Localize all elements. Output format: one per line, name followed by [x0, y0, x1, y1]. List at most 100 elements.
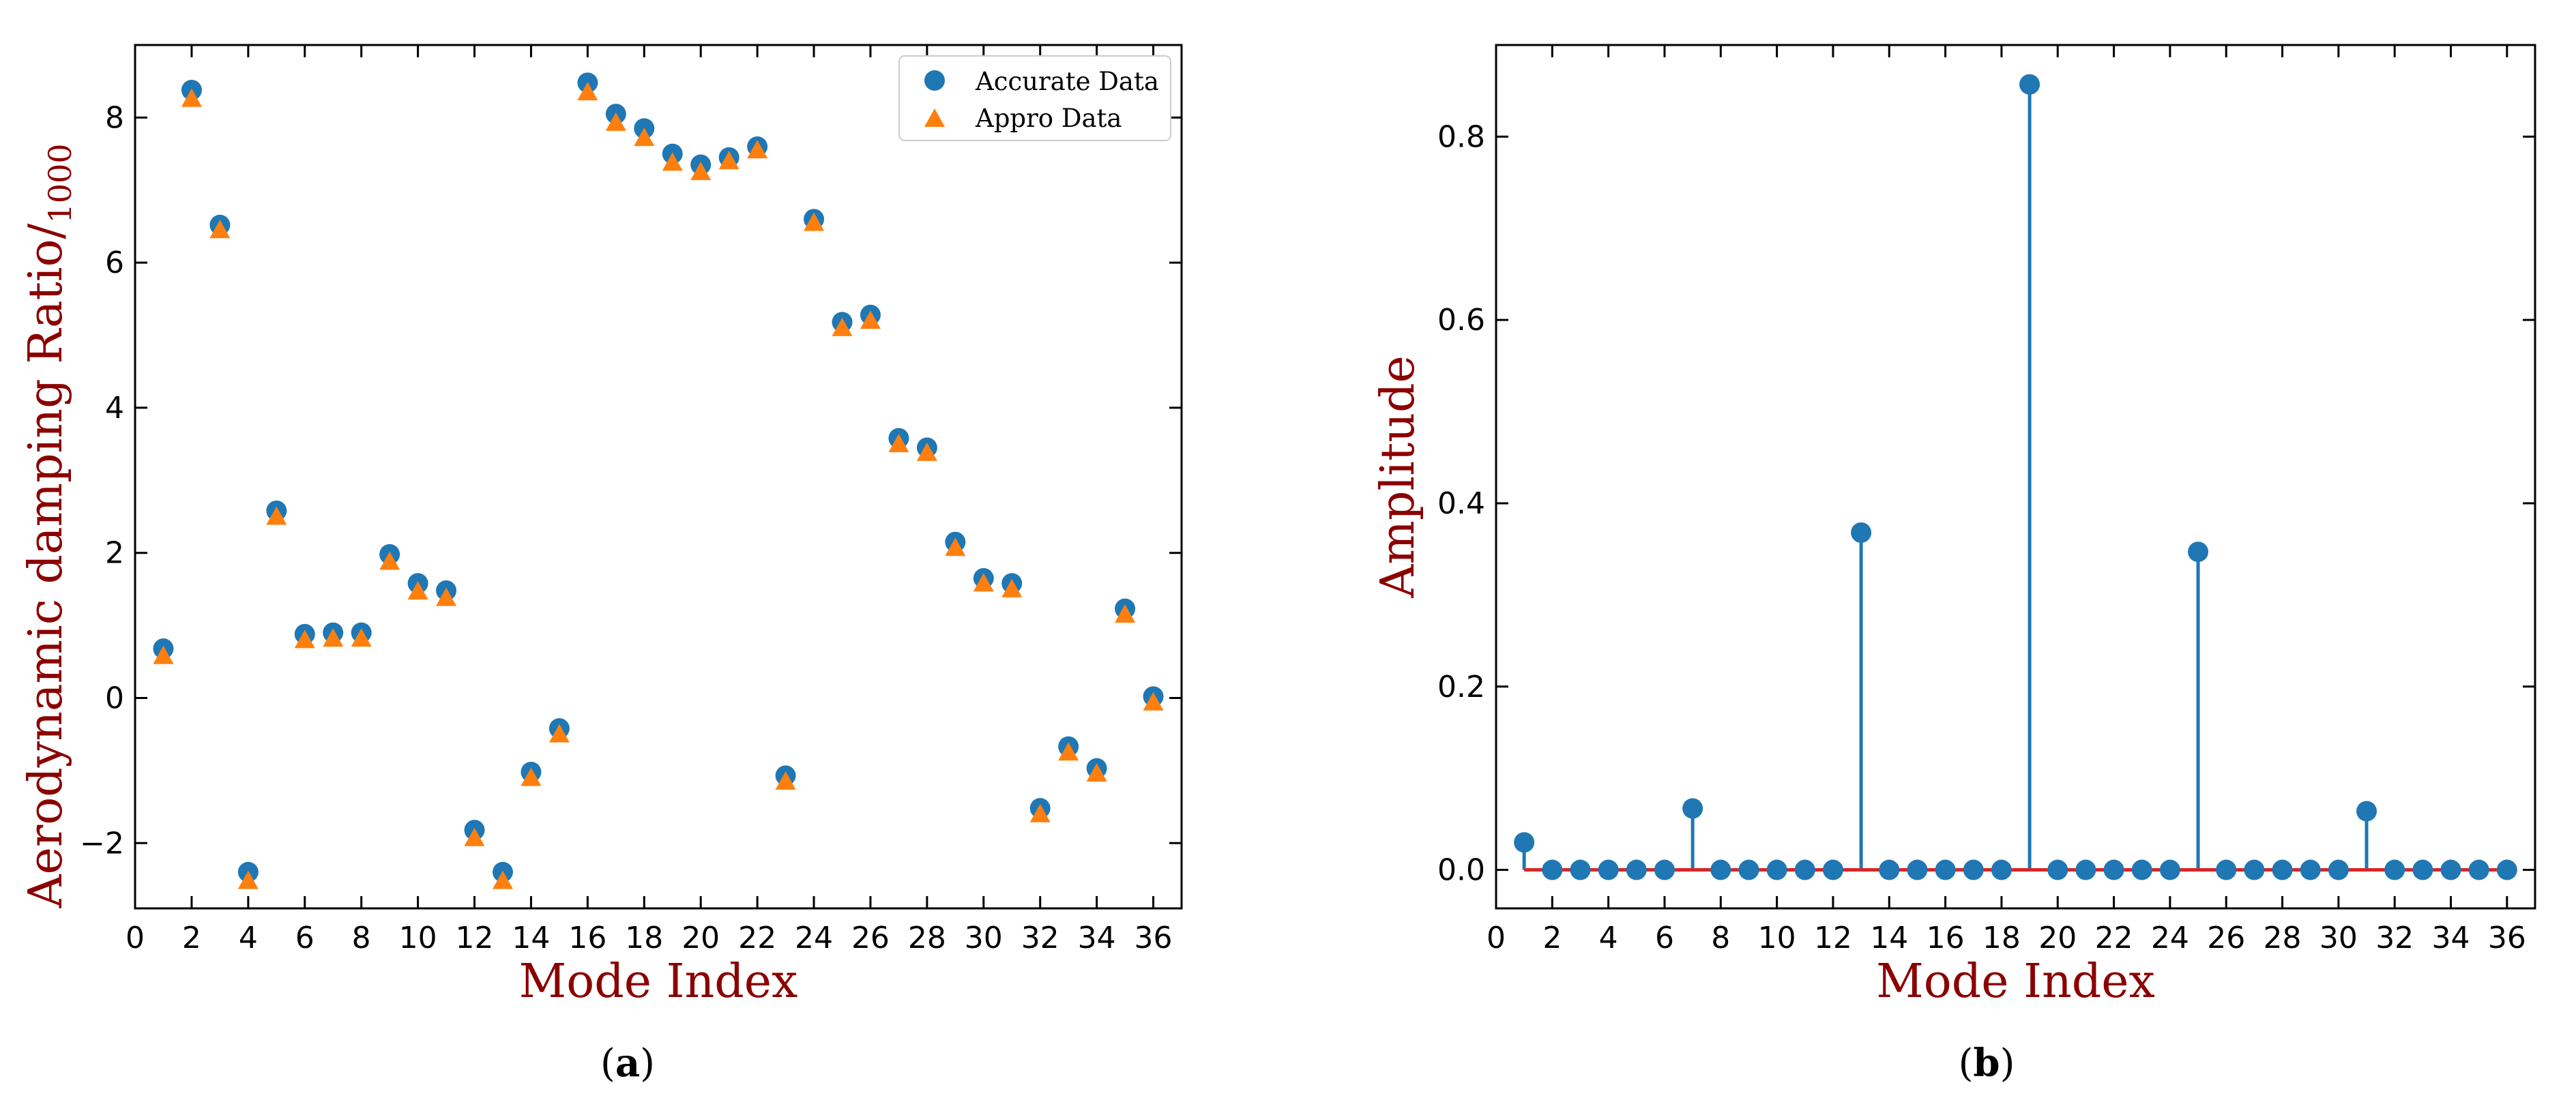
appro-point [407, 581, 428, 600]
appro-point [294, 629, 315, 649]
chart-b-ytick-label: 0.0 [1437, 853, 1485, 888]
appro-point [690, 162, 712, 181]
chart-a-xtick-label: 34 [1078, 921, 1116, 955]
stem-marker [2131, 859, 2152, 880]
appro-point [577, 82, 598, 101]
stem-marker [1710, 859, 1731, 880]
stem-marker [2188, 541, 2209, 563]
stem-marker [1626, 859, 1647, 880]
chart-a-xtick-label: 12 [456, 921, 494, 955]
stems [1522, 84, 2369, 870]
appro-point [804, 212, 825, 231]
chart-a-xlabel: Mode Index [519, 955, 798, 1009]
chart-b-xtick-label: 12 [1814, 921, 1852, 955]
chart-a-xtick-label: 14 [512, 921, 550, 955]
series-appro [153, 82, 1164, 889]
chart-b-xtick-label: 20 [2038, 921, 2077, 955]
appro-point [605, 112, 626, 131]
appro-point [1001, 578, 1023, 597]
chart-a-ylabel-main: Aerodynamic damping Ratio/ [19, 223, 73, 908]
appro-point [832, 317, 853, 336]
chart-b-xtick-label: 0 [1487, 921, 1506, 955]
chart-a-xtick-label: 26 [851, 921, 890, 955]
appro-point [973, 573, 994, 592]
legend-appro-label: Appro Data [975, 104, 1122, 133]
appro-point [521, 767, 542, 786]
chart-b-ticks: 0 2 4 6 8 10 12 14 16 18 20 22 24 26 28 30 32 34 360.00.20… [1437, 45, 2535, 955]
appro-point [209, 220, 231, 239]
stem-marker [1514, 832, 1535, 853]
chart-b-xtick-label: 32 [2375, 921, 2414, 955]
chart-b-xtick-label: 16 [1927, 921, 1965, 955]
appro-point [662, 152, 683, 171]
chart-b-xtick-label: 4 [1599, 921, 1618, 955]
chart-a-xtick-label: 6 [295, 921, 314, 955]
chart-a-ytick-label: 6 [105, 246, 124, 280]
stem-marker [2384, 859, 2405, 880]
chart-a-xtick-label: 18 [625, 921, 663, 955]
chart-b-xtick-label: 34 [2432, 921, 2470, 955]
stem-marker [2216, 859, 2237, 880]
panel-label-b: (b) [1959, 1041, 2015, 1086]
appro-point [916, 442, 937, 461]
stem-marker [2328, 859, 2349, 880]
appro-point [1058, 742, 1079, 761]
chart-a-xtick-label: 2 [182, 921, 201, 955]
chart-b-xtick-label: 30 [2319, 921, 2358, 955]
legend-box [898, 55, 1171, 141]
chart-b-xtick-label: 14 [1870, 921, 1908, 955]
appro-point [945, 537, 966, 556]
chart-a-ytick-label: 8 [105, 100, 124, 135]
chart-a-xtick-label: 32 [1021, 921, 1059, 955]
appro-point [1115, 604, 1136, 623]
chart-a-xtick-label: 16 [568, 921, 606, 955]
chart-b-ytick-label: 0.2 [1437, 670, 1485, 704]
stem-marker [1879, 859, 1900, 880]
chart-a-xtick-label: 22 [738, 921, 776, 955]
stem-marker [1822, 859, 1843, 880]
appro-point [1143, 692, 1164, 711]
stem-marker [2244, 859, 2265, 880]
appro-point [237, 870, 259, 889]
chart-a-xtick-label: 0 [126, 921, 145, 955]
chart-a-xtick-label: 28 [908, 921, 946, 955]
chart-a-xtick-label: 36 [1135, 921, 1173, 955]
chart-b-xtick-label: 26 [2207, 921, 2245, 955]
stem-marker [2047, 859, 2068, 880]
stem-marker [1851, 522, 1872, 543]
stem-marker [1654, 859, 1675, 880]
chart-b-xtick-label: 10 [1758, 921, 1796, 955]
chart-a-ytick-label: 2 [105, 536, 124, 571]
chart-b-xtick-label: 36 [2488, 921, 2526, 955]
chart-a-ytick-label: −2 [80, 826, 124, 861]
stem-marker [1766, 859, 1787, 880]
stem-marker [2440, 859, 2461, 880]
appro-point [747, 140, 768, 159]
chart-b-ytick-label: 0.6 [1437, 303, 1485, 338]
appro-point [634, 128, 655, 147]
appro-point [351, 628, 372, 647]
chart-a-frame [134, 44, 1183, 910]
appro-point [888, 434, 909, 453]
chart-a-xtick-label: 10 [399, 921, 437, 955]
stem-markers [1514, 74, 2517, 880]
stem-marker [1935, 859, 1956, 880]
stem-marker [2496, 859, 2517, 880]
appro-point [1029, 803, 1051, 822]
chart-b-xtick-label: 28 [2264, 921, 2302, 955]
chart-a-ytick-label: 4 [105, 391, 124, 426]
legend-appro-marker [924, 108, 945, 127]
appro-point [718, 151, 740, 170]
panel-label-a: (a) [600, 1041, 655, 1086]
stem-marker [1542, 859, 1563, 880]
stem-marker [2159, 859, 2180, 880]
stem-marker [2356, 801, 2377, 822]
stem-marker [1991, 859, 2012, 880]
appro-point [181, 88, 202, 107]
appro-point [266, 506, 287, 525]
stem-marker [1682, 798, 1703, 819]
legend-accurate-marker [924, 70, 945, 91]
appro-point [464, 827, 485, 846]
